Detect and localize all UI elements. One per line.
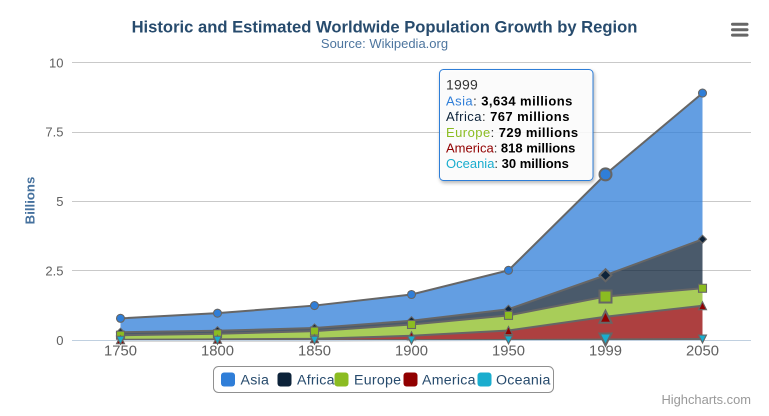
svg-text:1900: 1900	[395, 344, 428, 360]
svg-text:7.5: 7.5	[45, 125, 63, 140]
svg-text:Europe: Europe	[354, 373, 401, 389]
svg-text:1800: 1800	[201, 344, 234, 360]
svg-text:Africa: Africa	[297, 373, 335, 389]
svg-text:1950: 1950	[492, 344, 525, 360]
svg-text:Historic and Estimated Worldwi: Historic and Estimated Worldwide Populat…	[132, 17, 638, 36]
svg-text:America: 818 millions: America: 818 millions	[446, 140, 575, 155]
svg-text:Billions: Billions	[23, 177, 38, 225]
svg-text:5: 5	[56, 194, 63, 209]
svg-text:Source: Wikipedia.org: Source: Wikipedia.org	[321, 36, 448, 51]
svg-text:1750: 1750	[104, 344, 137, 360]
svg-text:1999: 1999	[589, 344, 622, 360]
svg-text:1850: 1850	[298, 344, 331, 360]
svg-text:2050: 2050	[686, 344, 719, 360]
svg-text:Highcharts.com: Highcharts.com	[661, 392, 751, 407]
svg-text:Oceania: Oceania	[496, 373, 551, 389]
svg-text:1999: 1999	[446, 77, 478, 93]
svg-text:Asia: 3,634 millions: Asia: 3,634 millions	[446, 94, 573, 109]
svg-text:10: 10	[49, 55, 63, 70]
svg-text:America: America	[422, 373, 476, 389]
svg-text:Africa: 767 millions: Africa: 767 millions	[446, 109, 570, 124]
svg-text:Oceania: 30 millions: Oceania: 30 millions	[446, 156, 569, 171]
svg-text:2.5: 2.5	[45, 263, 63, 278]
svg-text:0: 0	[56, 333, 63, 348]
svg-text:Asia: Asia	[241, 373, 270, 389]
svg-text:Europe: 729 millions: Europe: 729 millions	[446, 125, 579, 140]
